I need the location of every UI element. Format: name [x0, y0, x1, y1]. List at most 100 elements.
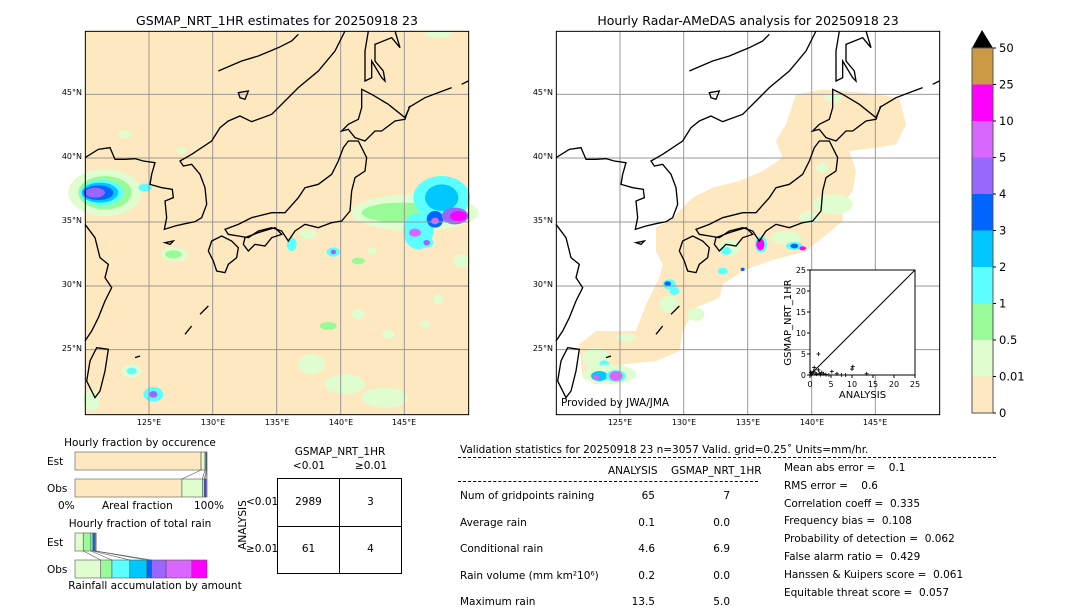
scatter-point: [813, 370, 818, 375]
ct-cell: 3: [367, 496, 374, 508]
y-axis-label: GSMAP_NRT_1HR: [783, 279, 794, 365]
coastline: [364, 30, 401, 83]
lat-tick-label: 30°N: [532, 280, 553, 289]
coastline: [242, 226, 283, 253]
score-item: Mean abs error = 0.1: [784, 462, 906, 474]
scatter-point: [829, 369, 834, 374]
lon-tick-label: 140°E: [799, 418, 825, 427]
lon-tick-label: 140°E: [328, 418, 354, 427]
score-item: False alarm ratio = 0.429: [784, 551, 921, 563]
colorbar-label: 50: [999, 41, 1014, 55]
ct-cell: 4: [367, 543, 374, 555]
colorbar-label: 3: [999, 224, 1006, 238]
rain-area: [433, 294, 444, 305]
colorbar-segment: [972, 157, 993, 194]
y-tick-label: 5: [801, 350, 806, 359]
connector-line: [96, 550, 152, 561]
rain-area: [790, 243, 799, 249]
coastline: [555, 223, 584, 342]
scatter-inset: 0 5 10 15 20 25 0 5 10 15 20 25 ANALYSIS GSMAP_NRT_1H…: [783, 266, 920, 401]
rain-area: [361, 387, 409, 408]
rain-xlabel: Rainfall accumulation by amount: [68, 580, 242, 592]
one-to-one-line: [809, 269, 916, 376]
score-item: RMS error = 0.6: [784, 479, 878, 492]
rain-est-label: Est: [47, 537, 64, 549]
stat-row-label: Average rain: [460, 516, 527, 529]
fraction-segment: [100, 559, 113, 579]
rain-area: [799, 246, 806, 251]
fraction-segment: [200, 451, 206, 471]
scatter-point: [817, 371, 822, 376]
col-analysis: ANALYSIS: [608, 465, 658, 477]
colorbar-segment: [972, 194, 993, 231]
rain-area: [425, 184, 459, 211]
colorbar-label: 25: [999, 78, 1014, 92]
x-tick-label: 15: [868, 380, 878, 389]
totalrain-title: Hourly fraction of total rain: [68, 518, 212, 530]
scatter-point: [821, 371, 826, 376]
scatter-point: [850, 364, 855, 369]
rain-area: [165, 250, 182, 259]
score-item: Hanssen & Kuipers score = 0.061: [784, 568, 964, 581]
right-map: [555, 30, 941, 416]
coastline: [207, 235, 240, 274]
rain-area: [812, 194, 853, 215]
stat-gsmap-value: 0.0: [713, 569, 730, 582]
fraction-segment: [82, 532, 92, 552]
scatter-point: [826, 373, 831, 377]
right-map-title: Hourly Radar-AMeDAS analysis for 2025091…: [597, 13, 899, 28]
scatter-point: [843, 373, 848, 377]
scatter-point: [834, 371, 839, 376]
rain-area: [409, 228, 421, 237]
rain-area: [616, 333, 636, 342]
x-tick-label: 20: [889, 380, 899, 389]
scatter-point: [850, 367, 854, 372]
stat-row-label: Num of gridpoints raining: [460, 490, 595, 502]
colorbar-segment: [972, 121, 993, 158]
stat-analysis-value: 4.6: [638, 543, 655, 555]
fraction-segment: [146, 559, 152, 579]
rain-area: [659, 296, 680, 313]
coastline: [555, 30, 817, 231]
map-frame: [84, 30, 470, 416]
rain-area: [799, 211, 820, 225]
scatter-point: [864, 371, 869, 376]
rain-area: [453, 254, 470, 268]
map-frame: [555, 30, 941, 416]
y-tick-label: 15: [796, 308, 806, 317]
y-tick-label: 20: [796, 287, 806, 296]
rain-area: [721, 247, 731, 255]
connector-line: [90, 550, 113, 561]
colorbar-label: 4: [999, 187, 1006, 201]
rain-area: [149, 391, 158, 398]
coastline: [407, 80, 469, 109]
score-item: Frequency bias = 0.108: [784, 515, 912, 528]
x-tick-label: 25: [910, 380, 920, 389]
lon-tick-label: 125°E: [607, 418, 633, 427]
stat-gsmap-value: 6.9: [713, 543, 730, 555]
coastline: [678, 235, 711, 274]
fraction-segment: [94, 532, 97, 552]
colorbar-segment: [972, 340, 993, 377]
colorbar: 0 0.01 0.5 1 2 3 4 5 10 25 50: [971, 30, 1025, 420]
colorbar-segment: [972, 376, 993, 413]
fraction-segment: [191, 559, 208, 579]
rain-area: [423, 240, 430, 246]
rain-area: [118, 130, 132, 139]
fraction-segment: [74, 478, 183, 498]
coastline: [694, 140, 839, 243]
rain-fraction-bars: [74, 532, 208, 579]
connector-line: [92, 550, 130, 561]
lon-tick-label: 135°E: [264, 418, 290, 427]
occurrence-bars: [74, 451, 208, 498]
lat-tick-label: 35°N: [532, 216, 553, 225]
lat-tick-label: 30°N: [61, 280, 82, 289]
coastline: [134, 90, 250, 359]
connector-line: [205, 469, 208, 480]
stat-analysis-value: 0.1: [638, 516, 655, 529]
colorbar-label: 2: [999, 260, 1006, 274]
lat-tick-label: 45°N: [61, 88, 82, 97]
x-tick-label: 5: [828, 380, 833, 389]
rain-area: [85, 187, 105, 198]
y-tick-label: 0: [801, 371, 806, 380]
